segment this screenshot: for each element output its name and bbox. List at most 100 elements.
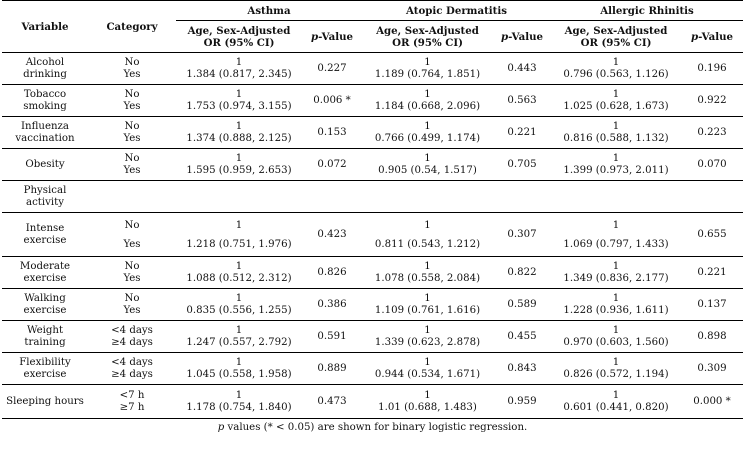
table-row: Alcohol drinking No Yes 1 1.384 (0.817, 2.3… [2, 52, 743, 85]
p-value-cell: 0.137 [681, 288, 743, 321]
p-value-cell: 0.591 [302, 320, 362, 353]
or-cell: 1 0.816 (0.588, 1.132) [551, 116, 681, 149]
p-value-cell: 0.386 [302, 288, 362, 321]
p-value-cell: 0.223 [681, 116, 743, 149]
table-row: Sleeping hours <7 h ≥7 h 1 1.178 (0.754, 1… [2, 384, 743, 419]
p-value-cell: 0.006 * [302, 84, 362, 117]
category-cell: No Yes [88, 288, 176, 321]
variable-cell: Physical activity [2, 180, 88, 213]
p-value-cell: 0.826 [302, 256, 362, 289]
header-p-rhinitis: p-Value [681, 20, 743, 53]
footnote-p: p [217, 422, 225, 433]
header-category: Category [88, 0, 176, 53]
p-value-cell: 0.473 [302, 384, 362, 419]
variable-cell: Tobacco smoking [2, 84, 88, 117]
p-value-cell: 0.221 [681, 256, 743, 289]
or-cell: 1 1.228 (0.936, 1.611) [551, 288, 681, 321]
or-cell: 1 0.811 (0.543, 1.212) [362, 212, 493, 257]
or-cell: 1 0.766 (0.499, 1.174) [362, 116, 493, 149]
or-cell: 1 1.01 (0.688, 1.483) [362, 384, 493, 419]
p-value-cell: 0.307 [493, 212, 551, 257]
or-cell: 1 1.025 (0.628, 1.673) [551, 84, 681, 117]
header-or-atopic: Age, Sex-Adjusted OR (95% CI) [362, 20, 493, 53]
or-cell: 1 1.399 (0.973, 2.011) [551, 148, 681, 181]
p-value-cell: 0.000 * [681, 384, 743, 419]
header-or-rhinitis: Age, Sex-Adjusted OR (95% CI) [551, 20, 681, 53]
table-row: Obesity No Yes 1 1.595 (0.959, 2.653) 0.07… [2, 148, 743, 181]
table-row: Weight training <4 days ≥4 days 1 1.247 (0.… [2, 320, 743, 353]
variable-cell: Weight training [2, 320, 88, 353]
p-value-cell: 0.922 [681, 84, 743, 117]
header-p-asthma: p-Value [302, 20, 362, 53]
or-cell: 1 1.184 (0.668, 2.096) [362, 84, 493, 117]
or-cell: 1 1.178 (0.754, 1.840) [176, 384, 302, 419]
p-value-cell: 0.589 [493, 288, 551, 321]
p-value-cell: 0.072 [302, 148, 362, 181]
header-allergic-rhinitis: Allergic Rhinitis [551, 0, 743, 21]
category-cell: No Yes [88, 148, 176, 181]
header-asthma: Asthma [176, 0, 362, 21]
p-value-cell: 0.655 [681, 212, 743, 257]
or-cell: 1 1.595 (0.959, 2.653) [176, 148, 302, 181]
or-cell: 1 1.753 (0.974, 3.155) [176, 84, 302, 117]
category-cell: No Yes [88, 256, 176, 289]
table-footnote: p values (* < 0.05) are shown for binary… [0, 422, 745, 433]
variable-cell: Sleeping hours [2, 384, 88, 419]
variable-cell: Flexibility exercise [2, 352, 88, 385]
header-variable: Variable [2, 0, 88, 53]
or-cell: 1 0.796 (0.563, 1.126) [551, 52, 681, 85]
or-cell: 1 1.045 (0.558, 1.958) [176, 352, 302, 385]
results-table: Variable Category Asthma Atopic Dermatit… [2, 0, 743, 419]
category-cell: No Yes [88, 84, 176, 117]
table-row: Flexibility exercise <4 days ≥4 days 1 1.04… [2, 352, 743, 385]
category-cell: <4 days ≥4 days [88, 320, 176, 353]
table-row: Influenza vaccination No Yes 1 1.374 (0.888… [2, 116, 743, 149]
category-cell: No Yes [88, 116, 176, 149]
variable-cell: Walking exercise [2, 288, 88, 321]
or-cell: 1 0.601 (0.441, 0.820) [551, 384, 681, 419]
table-row: Moderate exercise No Yes 1 1.088 (0.512, 2.… [2, 256, 743, 289]
or-cell: 1 0.944 (0.534, 1.671) [362, 352, 493, 385]
variable-cell: Intense exercise [2, 212, 88, 257]
or-cell: 1 1.088 (0.512, 2.312) [176, 256, 302, 289]
p-value-cell: 0.898 [681, 320, 743, 353]
p-value-cell: 0.070 [681, 148, 743, 181]
header-p-atopic: p-Value [493, 20, 551, 53]
p-value-cell: 0.221 [493, 116, 551, 149]
p-value-cell: 0.843 [493, 352, 551, 385]
p-value-cell: 0.889 [302, 352, 362, 385]
p-value-cell: 0.423 [302, 212, 362, 257]
table-row: Intense exercise No Yes 1 1.218 (0.751, 1.9… [2, 212, 743, 257]
p-value-cell: 0.443 [493, 52, 551, 85]
table-row: Walking exercise No Yes 1 0.835 (0.556, 1.2… [2, 288, 743, 321]
header-atopic-dermatitis: Atopic Dermatitis [362, 0, 551, 21]
or-cell: 1 1.078 (0.558, 2.084) [362, 256, 493, 289]
or-cell: 1 0.826 (0.572, 1.194) [551, 352, 681, 385]
p-value-cell: 0.196 [681, 52, 743, 85]
category-cell: No Yes [88, 52, 176, 85]
variable-cell: Alcohol drinking [2, 52, 88, 85]
p-value-cell: 0.822 [493, 256, 551, 289]
p-value-cell: 0.959 [493, 384, 551, 419]
category-cell: <7 h ≥7 h [88, 384, 176, 419]
p-value-cell: 0.153 [302, 116, 362, 149]
or-cell: 1 1.339 (0.623, 2.878) [362, 320, 493, 353]
header-or-asthma: Age, Sex-Adjusted OR (95% CI) [176, 20, 302, 53]
or-cell: 1 0.835 (0.556, 1.255) [176, 288, 302, 321]
category-cell: No Yes [88, 212, 176, 257]
table-row: Physical activity [2, 180, 743, 213]
or-cell: 1 1.384 (0.817, 2.345) [176, 52, 302, 85]
or-cell: 1 0.970 (0.603, 1.560) [551, 320, 681, 353]
p-value-cell: 0.563 [493, 84, 551, 117]
or-cell: 1 1.069 (0.797, 1.433) [551, 212, 681, 257]
or-cell: 1 1.349 (0.836, 2.177) [551, 256, 681, 289]
p-value-cell: 0.309 [681, 352, 743, 385]
variable-cell: Moderate exercise [2, 256, 88, 289]
or-cell: 1 1.374 (0.888, 2.125) [176, 116, 302, 149]
variable-cell: Influenza vaccination [2, 116, 88, 149]
or-cell: 1 1.218 (0.751, 1.976) [176, 212, 302, 257]
or-cell: 1 0.905 (0.54, 1.517) [362, 148, 493, 181]
p-value-cell: 0.455 [493, 320, 551, 353]
footnote-text: values (* < 0.05) are shown for binary l… [224, 422, 528, 433]
or-cell: 1 1.247 (0.557, 2.792) [176, 320, 302, 353]
